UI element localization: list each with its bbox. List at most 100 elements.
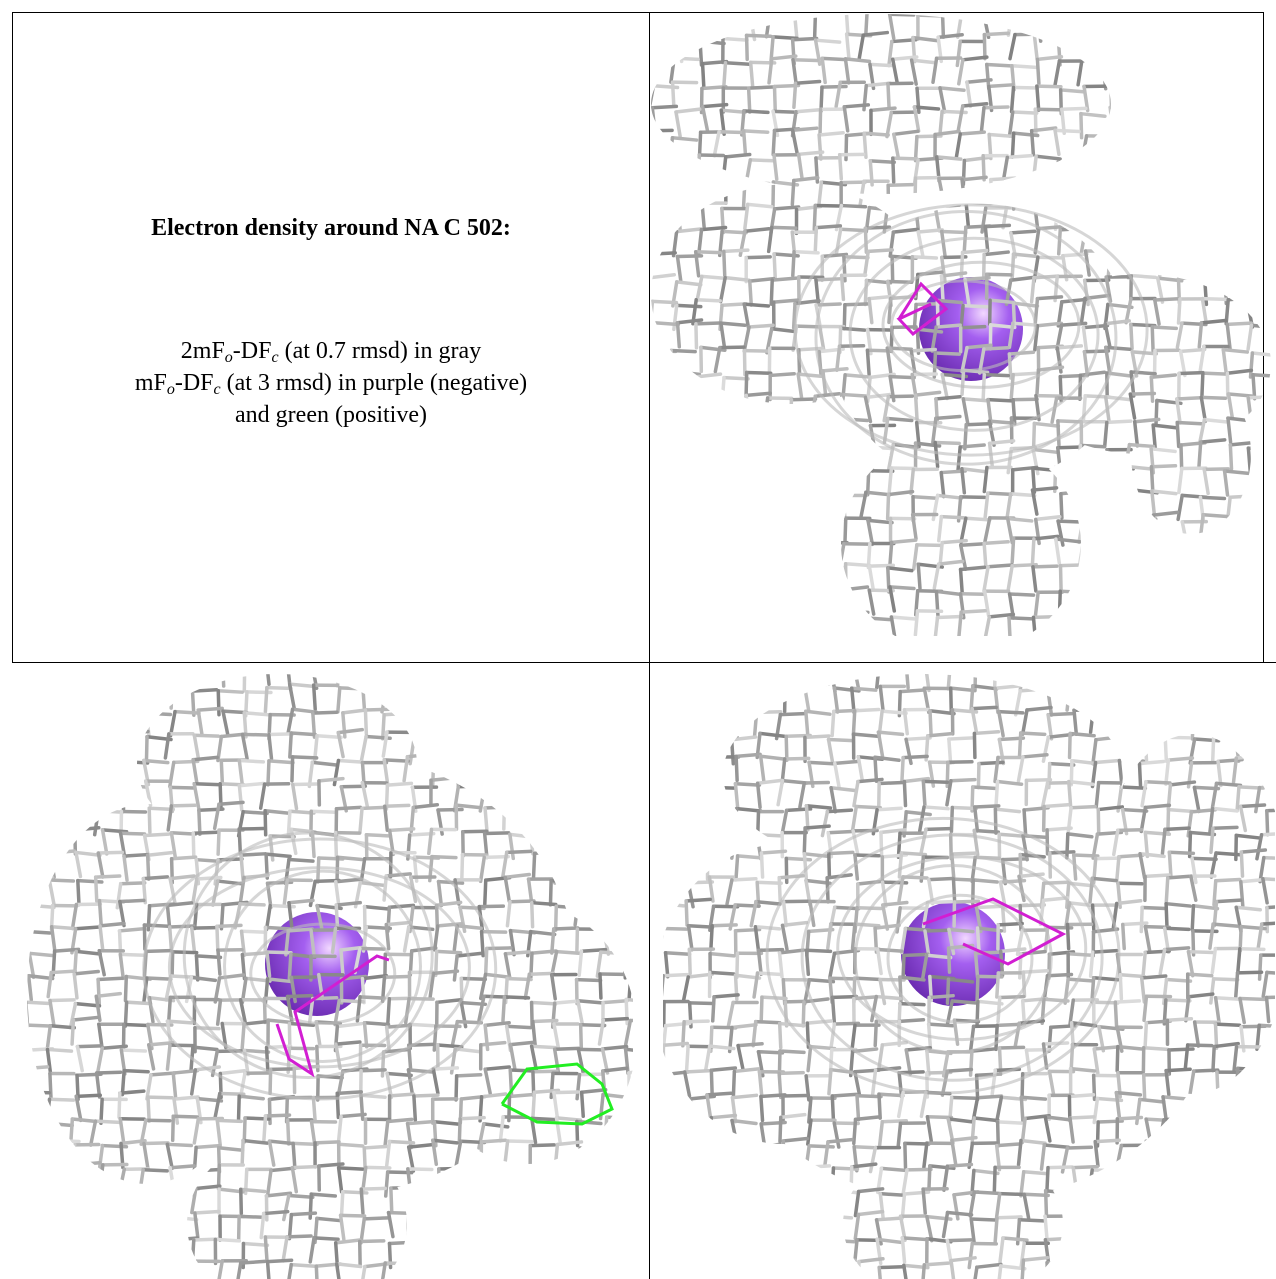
mesh-edge [998, 880, 1007, 908]
mesh-edge [1227, 226, 1256, 233]
mesh-edge [683, 1211, 712, 1218]
mesh-edge [794, 107, 822, 114]
mesh-edge [701, 515, 709, 543]
mesh-edge [779, 1112, 807, 1120]
border-top [12, 12, 1264, 13]
mesh-edge [163, 732, 171, 760]
mesh-edge [699, 416, 728, 423]
mesh-edge [263, 809, 291, 815]
mesh-edge [959, 14, 988, 17]
mesh-edge [1058, 88, 1087, 94]
mesh-edge [412, 1094, 418, 1122]
mesh-edge [145, 1190, 173, 1197]
mesh-edge [1199, 318, 1228, 325]
mesh-edge [730, 1118, 739, 1147]
mesh-edge [42, 1239, 51, 1267]
mesh-edge [796, 152, 804, 181]
mesh-edge [1137, 1239, 1165, 1245]
mesh-edge [148, 1240, 156, 1269]
mesh-edge [987, 612, 1016, 619]
mesh-edge [145, 1190, 152, 1218]
mesh-edge [663, 1041, 690, 1048]
mesh-edge [604, 1115, 633, 1121]
mesh-edge [1257, 953, 1263, 981]
mesh-edge [1019, 1170, 1026, 1198]
mesh-edge [99, 1261, 105, 1279]
mesh-edge [262, 1114, 268, 1142]
mesh-edge [673, 537, 701, 544]
mesh-edge [1126, 585, 1132, 613]
mesh-edge [336, 727, 364, 735]
mesh-edge [309, 928, 316, 956]
mesh-edge [744, 370, 749, 399]
mesh-edge [1213, 995, 1221, 1024]
mesh-edge [315, 734, 343, 740]
mesh-edge [1223, 133, 1232, 162]
mesh-edge [796, 372, 804, 400]
mesh-edge [770, 276, 798, 282]
mesh-edge [1264, 995, 1271, 1024]
mesh-edge [1250, 564, 1271, 569]
mesh-edge [949, 1258, 956, 1279]
mesh-edge [651, 395, 654, 423]
mesh-edge [700, 102, 729, 109]
mesh-edge [386, 997, 392, 1025]
mesh-edge [362, 1021, 391, 1027]
mesh-edge [1176, 274, 1205, 281]
mesh-edge [933, 205, 942, 233]
mesh-edge [832, 686, 861, 693]
mesh-edge [1197, 614, 1203, 636]
mesh-edge [925, 1115, 933, 1143]
mesh-edge [820, 56, 848, 62]
mesh-edge [794, 418, 800, 447]
mesh-edge [743, 202, 750, 231]
mesh-edge [268, 1067, 273, 1096]
mesh-edge [1246, 396, 1254, 424]
mesh-edge [503, 674, 512, 693]
mesh-edge [875, 947, 883, 976]
mesh-edge [124, 1000, 153, 1006]
mesh-edge [997, 832, 1025, 838]
mesh-edge [882, 394, 891, 423]
mesh-edge [689, 784, 717, 789]
mesh-edge [1092, 1096, 1100, 1125]
mesh-edge [700, 585, 707, 613]
mesh-edge [191, 831, 196, 860]
mesh-edge [717, 419, 722, 448]
mesh-edge [1250, 58, 1271, 65]
mesh-edge [1091, 737, 1098, 766]
mesh-edge [118, 952, 147, 957]
mesh-edge [928, 708, 956, 716]
mesh-edge [666, 348, 673, 377]
mesh-edge [508, 1212, 536, 1219]
mesh-edge [552, 999, 581, 1005]
mesh-edge [1156, 539, 1185, 545]
mesh-edge [843, 57, 872, 64]
mesh-edge [913, 609, 920, 636]
mesh-edge [765, 416, 773, 444]
mesh-edge [1261, 877, 1269, 905]
mesh-edge [886, 893, 1034, 1024]
mesh-edge [552, 706, 557, 734]
mesh-edge [1114, 1090, 1143, 1097]
mesh-edge [1257, 785, 1275, 790]
mesh-edge [1164, 901, 1192, 908]
mesh-edge [688, 825, 716, 831]
mesh-edge [922, 1141, 929, 1169]
mesh-edge [263, 1113, 292, 1118]
mesh-edge [766, 560, 795, 566]
mesh-edge [482, 854, 510, 860]
mesh-edge [1201, 371, 1229, 376]
mesh-edge [784, 734, 789, 762]
mesh-edge [1161, 1141, 1167, 1170]
mesh-edge [599, 756, 627, 761]
mesh-edge [976, 761, 981, 790]
mesh-edge [334, 900, 362, 907]
mesh-edge [1258, 731, 1275, 738]
mesh-edge [913, 201, 942, 207]
mesh-edge [1022, 808, 1028, 836]
mesh-edge [1138, 1097, 1166, 1104]
mesh-edge [523, 972, 532, 1001]
mesh-edge [790, 36, 819, 42]
mesh-edge [877, 1265, 905, 1270]
